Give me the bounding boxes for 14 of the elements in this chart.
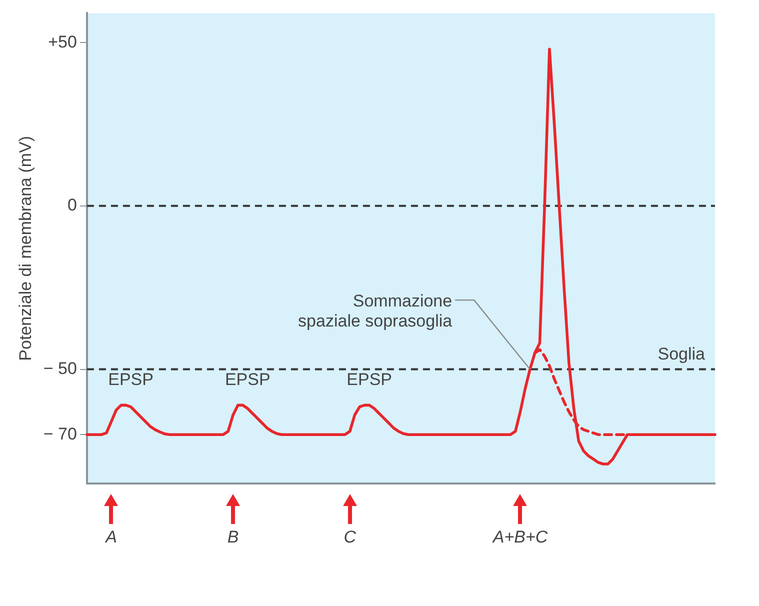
annotation: Sommazione spaziale soprasoglia <box>298 291 453 330</box>
y-tick-label: − 50 <box>43 358 77 378</box>
y-axis-title: Potenziale di membrana (mV) <box>16 136 35 361</box>
x-tick-label: A+B+C <box>492 528 548 547</box>
x-tick-label: B <box>227 528 239 547</box>
annotation: EPSP <box>108 370 154 390</box>
y-tick-label: 0 <box>67 196 77 215</box>
x-tick-label: C <box>344 528 357 547</box>
y-tick-label: − 70 <box>43 424 77 444</box>
ref-line-label: Soglia <box>658 344 706 364</box>
y-tick-label: +50 <box>48 32 77 52</box>
annotation: EPSP <box>224 370 270 390</box>
annotation: EPSP <box>346 370 392 390</box>
x-tick-label: A <box>104 528 117 547</box>
